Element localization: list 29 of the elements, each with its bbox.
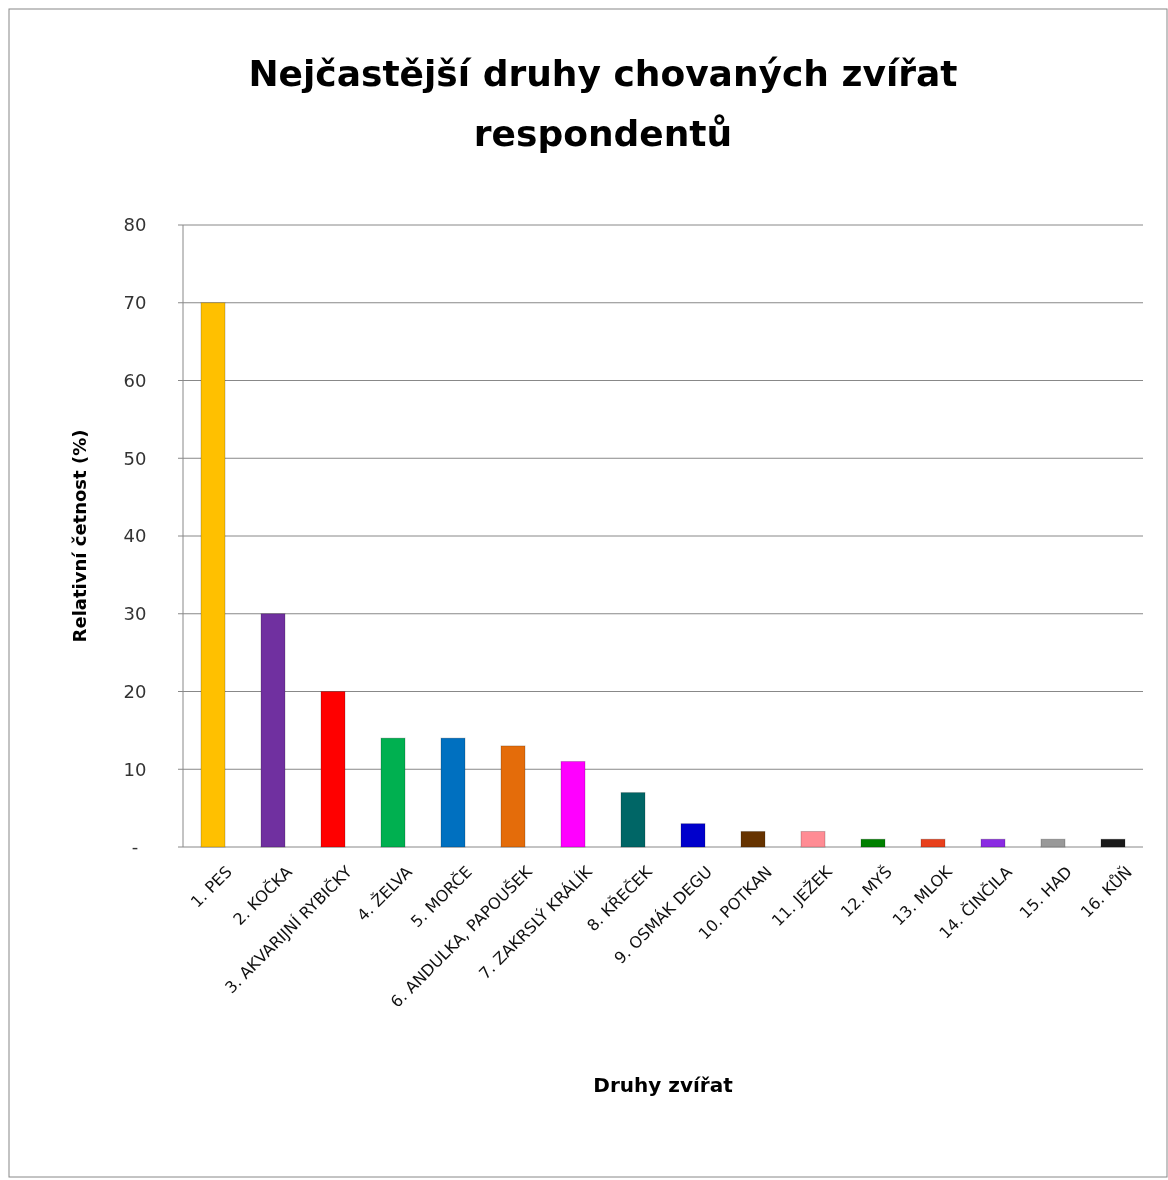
bar [440, 737, 466, 848]
bar [380, 737, 406, 848]
bar [200, 302, 226, 848]
bar [320, 691, 346, 848]
y-tick-label: 50 [123, 447, 147, 469]
bar [560, 760, 586, 848]
bar [260, 613, 286, 848]
y-tick-label: 60 [123, 369, 147, 391]
y-axis-title: Relativní četnost (%) [69, 429, 90, 643]
y-tick-label: 10 [123, 758, 147, 780]
bar [620, 792, 646, 848]
bar [740, 830, 766, 848]
y-tick-label: - [131, 836, 139, 858]
bar [1100, 838, 1126, 848]
bar [980, 838, 1006, 848]
x-tick-label: 1. PES [186, 862, 236, 912]
bar [680, 823, 706, 848]
bar [1040, 838, 1066, 848]
bar [920, 838, 946, 848]
bar [860, 838, 886, 848]
chart-title: Nejčastější druhy chovaných zvířat respondentů [248, 53, 958, 154]
bar [800, 830, 826, 848]
bar [500, 745, 526, 848]
x-axis-title: Druhy zvířat [593, 1073, 734, 1097]
y-tick-label: 80 [123, 214, 147, 236]
y-tick-label: 70 [123, 292, 147, 314]
y-tick-label: 40 [123, 525, 147, 547]
y-tick-label: 20 [123, 680, 147, 702]
y-tick-label: 30 [123, 603, 147, 625]
